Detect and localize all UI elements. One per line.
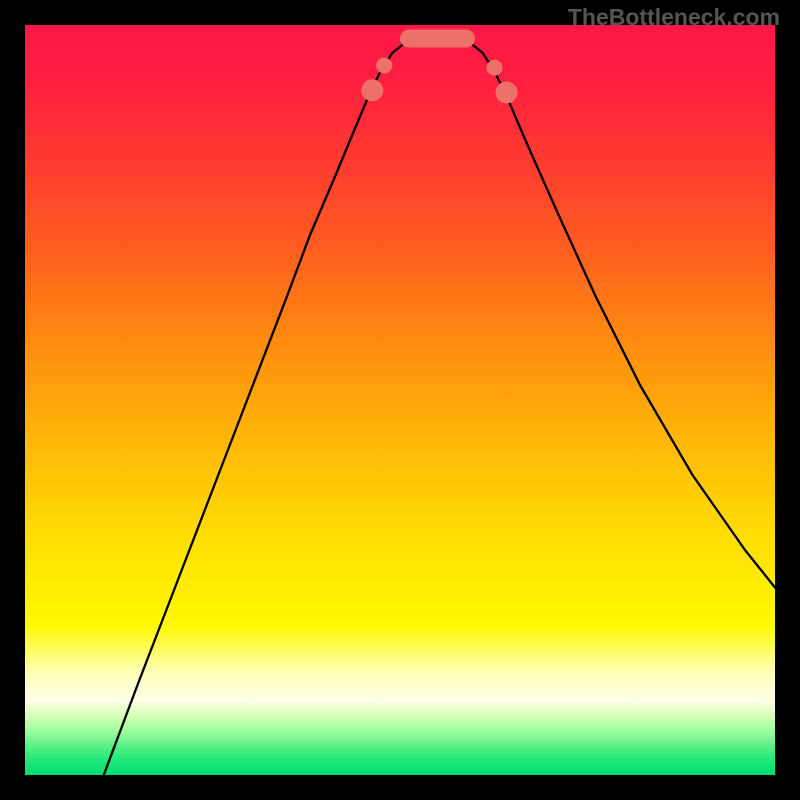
valley-capsule-marker (400, 30, 475, 48)
curve-marker (487, 60, 503, 76)
watermark-text: TheBottleneck.com (568, 4, 780, 31)
curve-marker (361, 79, 383, 101)
bottleneck-chart (0, 0, 800, 800)
plot-background (25, 25, 775, 775)
curve-marker (496, 82, 518, 104)
chart-frame (0, 0, 800, 800)
curve-marker (376, 58, 392, 74)
